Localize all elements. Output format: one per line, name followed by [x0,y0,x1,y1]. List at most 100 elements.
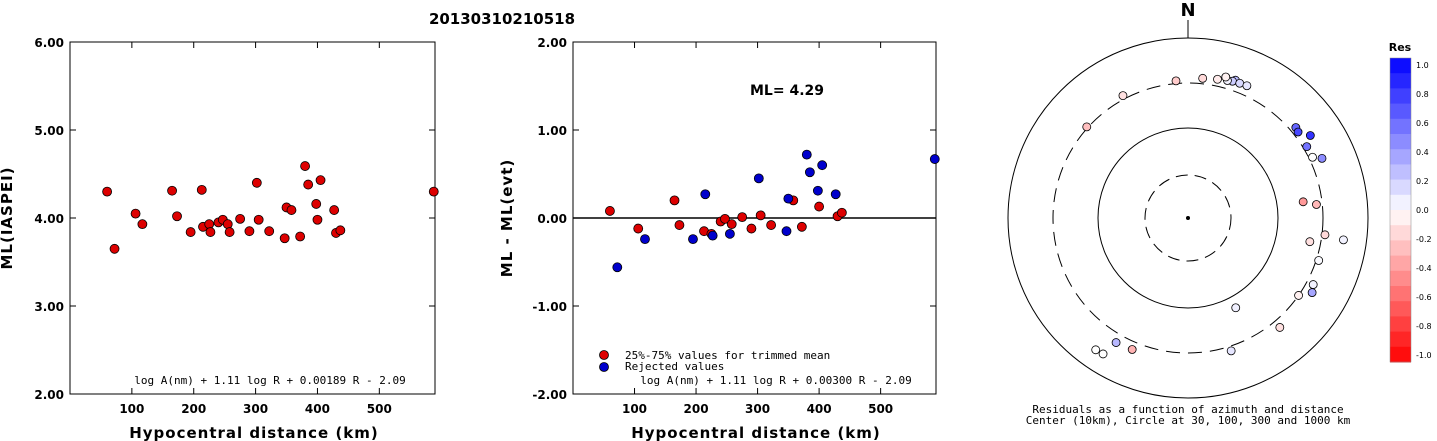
trimmed-residual-point [605,206,615,216]
station-residual-point [1308,152,1317,162]
legend-marker-trimmed [599,350,609,360]
polar-caption-line2: Center (10km), Circle at 30, 100, 300 an… [1026,414,1351,427]
north-label: N [1180,0,1195,21]
rejected-residual-point [724,228,735,239]
legend-label-rejected: Rejected values [625,360,724,373]
station-residual-point [1308,280,1318,289]
colorbar-cell [1390,134,1411,150]
colorbar-cell [1390,88,1411,105]
azimuth-residual-plot: N Residuals as a function of azimuth and… [1007,0,1369,427]
station-residual-point [1226,346,1236,356]
left-x-axis-label: Hypocentral distance (km) [129,424,379,441]
left-x-tick-label: 100 [119,402,144,416]
colorbar-cell [1390,225,1411,241]
magnitude-point [222,219,233,230]
left-y-axis-label: ML(IASPEI) [0,166,16,269]
rejected-residual-point [688,234,698,245]
magnitude-point [312,214,323,225]
station-residual-point [1320,230,1330,240]
rejected-residual-point [783,193,794,204]
colorbar-tick-label: -0.4 [1416,264,1432,273]
station-residual-point [1312,200,1321,209]
colorbar-cell [1390,316,1411,333]
station-residual-point [1317,153,1327,163]
colorbar-cell [1390,346,1411,363]
colorbar-cell [1390,255,1411,272]
magnitude-point [130,208,141,219]
magnitude-point [167,185,177,196]
station-residual-point [1171,76,1181,86]
rejected-residual-point [801,149,812,160]
left-x-tick-label: 300 [243,402,268,416]
rejected-residual-point [817,160,828,171]
magnitude-point [109,243,120,254]
colorbar-cell [1390,286,1411,302]
middle-formula: log A(nm) + 1.11 log R + 0.00300 R - 2.0… [640,374,912,387]
left-plot-frame [69,41,436,395]
colorbar-tick-label: -0.6 [1416,293,1432,302]
colorbar-cell [1390,240,1411,257]
magnitude-point [295,231,306,242]
magnitude-point [315,175,326,186]
colorbar-cell [1390,210,1411,226]
left-y-tick-label: 3.00 [34,300,64,314]
colorbar-cell [1390,301,1411,317]
magnitude-point [335,225,346,236]
magnitude-point [224,227,235,237]
station-residual-point [1098,349,1108,359]
magnitude-point [204,219,215,230]
magnitude-point [196,184,207,195]
trimmed-residual-point [766,220,777,230]
magnitude-point [300,161,310,171]
station-residual-point [1305,237,1315,247]
colorbar-cell [1390,179,1411,196]
trimmed-residual-point [633,223,644,234]
colorbar-tick-label: 0.2 [1416,177,1429,186]
center-point [1186,216,1190,220]
station-residual-point [1111,338,1121,347]
station-residual-point [1275,323,1285,332]
trimmed-residual-point [674,220,685,230]
middle-x-tick-label: 300 [745,402,770,416]
middle-x-tick-label: 200 [684,402,709,416]
station-residual-point [1298,197,1308,207]
trimmed-residual-point [814,201,825,212]
magnitude-point [185,227,196,237]
trimmed-residual-point [755,210,766,221]
middle-x-tick-label: 100 [622,402,647,416]
rejected-residual-point [929,154,940,164]
circle-30km [1144,174,1232,262]
left-x-tick-label: 500 [367,402,392,416]
magnitude-point [253,214,264,225]
magnitude-point [102,186,113,197]
colorbar-tick-label: 0.8 [1416,90,1429,99]
circle-300km [1052,82,1324,354]
residual-colorbar: Res 1.0 0.8 0.6 0.4 0.2 0.0 -0.2 -0.4 -0.6 -0.8 -1… [1389,41,1432,363]
colorbar-frame [1389,57,1412,363]
station-residual-point [1198,73,1208,83]
middle-x-axis-label: Hypocentral distance (km) [631,424,881,441]
colorbar-cell [1390,331,1411,348]
colorbar-cell [1390,58,1411,74]
left-y-tick-label: 2.00 [34,388,64,402]
magnitude-point [311,199,322,209]
middle-x-tick-label: 400 [807,402,832,416]
colorbar-tick-label: 0.0 [1416,206,1429,215]
station-residual-point [1302,142,1312,152]
colorbar-tick-label: 0.6 [1416,119,1429,128]
station-residual-point [1314,256,1324,265]
station-residual-point [1294,291,1303,300]
magnitude-point [235,213,246,224]
colorbar-cell [1390,194,1411,211]
station-residual-point [1307,288,1317,297]
middle-y-tick-label: -2.00 [532,388,567,402]
colorbar-cell [1390,103,1411,120]
magnitude-point [172,211,182,222]
figure-title: 20130310210518 [429,10,575,28]
trimmed-residual-point [737,212,748,223]
colorbar-cell [1390,149,1411,165]
colorbar-tick-label: -1.0 [1416,351,1432,360]
magnitude-point [428,186,439,197]
colorbar-title: Res [1389,41,1412,54]
